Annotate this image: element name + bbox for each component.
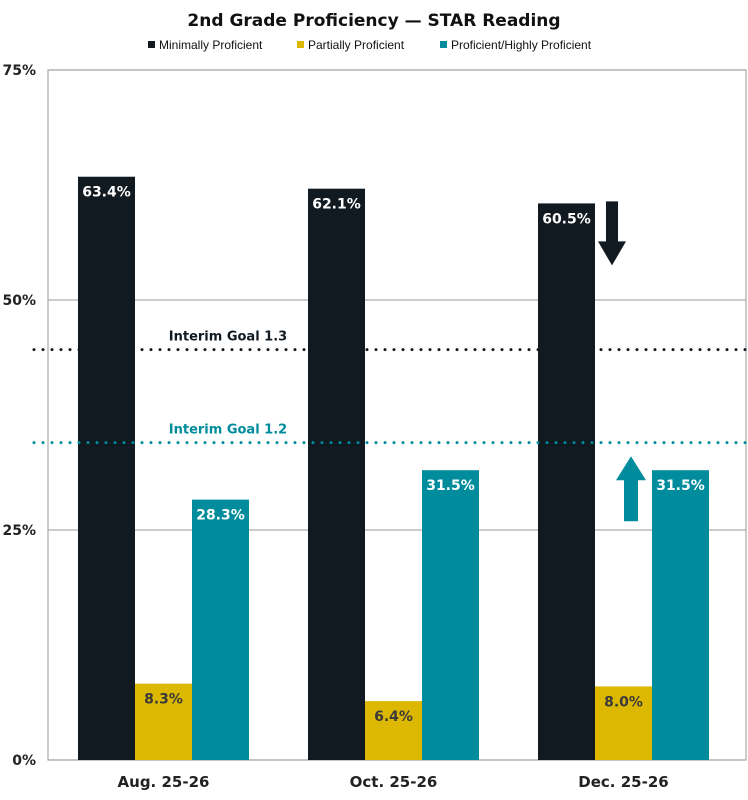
reference-lines: Interim Goal 1.3 Interim Goal 1.2	[32, 330, 748, 445]
legend-label: Proficient/Highly Proficient	[451, 38, 592, 52]
reference-line-label: Interim Goal 1.2	[169, 423, 287, 438]
data-label: 31.5%	[656, 478, 705, 494]
bars	[78, 176, 709, 761]
y-tick-label: 25%	[2, 523, 36, 539]
y-tick-label: 0%	[12, 753, 36, 769]
x-tick-label: Dec. 25-26	[578, 773, 668, 791]
x-tick-label: Aug. 25-26	[118, 773, 210, 791]
data-label: 8.0%	[604, 694, 643, 710]
bar	[365, 701, 422, 760]
y-tick-label: 75%	[2, 63, 36, 79]
bar	[652, 470, 709, 760]
bar	[308, 188, 365, 760]
bar	[135, 683, 192, 760]
legend-label: Partially Proficient	[308, 38, 405, 52]
data-label: 8.3%	[144, 692, 183, 708]
y-tick-label: 50%	[2, 293, 36, 309]
data-labels: 63.4% 8.3% 28.3% Aug. 25-26 62.1% 6.4% 31.5% Oc…	[82, 185, 705, 791]
reference-line-label: Interim Goal 1.3	[169, 330, 287, 345]
bar	[422, 470, 479, 760]
legend-swatch	[148, 41, 155, 48]
legend-label: Minimally Proficient	[159, 38, 263, 52]
arrow-down-icon	[598, 201, 626, 266]
data-label: 6.4%	[374, 709, 413, 725]
data-label: 31.5%	[426, 478, 475, 494]
data-label: 63.4%	[82, 185, 131, 201]
legend: Minimally Proficient Partially Proficient…	[148, 38, 592, 52]
bar	[78, 176, 135, 761]
bar	[538, 203, 595, 760]
data-label: 62.1%	[312, 197, 361, 213]
legend-swatch	[440, 41, 447, 48]
x-tick-label: Oct. 25-26	[350, 773, 438, 791]
arrow-up-icon	[616, 456, 646, 522]
legend-swatch	[297, 41, 304, 48]
plot-border	[47, 69, 747, 761]
annotations	[598, 201, 646, 522]
data-label: 60.5%	[542, 211, 591, 227]
bar	[192, 499, 249, 760]
chart-title: 2nd Grade Proficiency — STAR Reading	[187, 11, 560, 31]
bar	[595, 686, 652, 760]
data-label: 28.3%	[196, 508, 245, 524]
